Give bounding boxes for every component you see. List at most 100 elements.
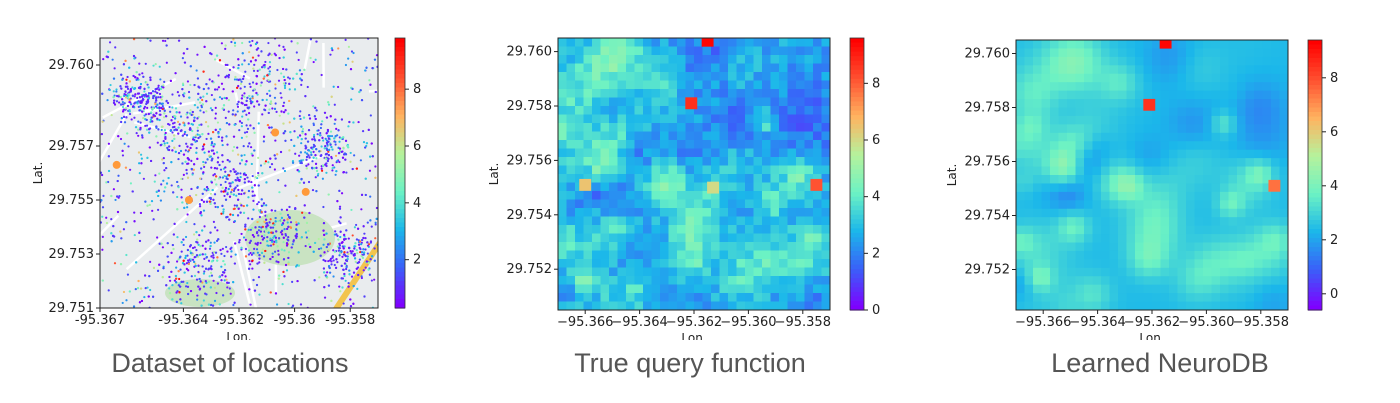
location-point	[209, 202, 212, 206]
heatmap-cell	[1160, 99, 1170, 108]
heatmap-cell	[821, 106, 830, 115]
heatmap-cell	[1050, 56, 1059, 66]
heatmap-cell	[617, 276, 627, 285]
location-point	[231, 113, 234, 116]
location-point	[258, 209, 261, 212]
location-point	[279, 212, 282, 215]
heatmap-cell	[575, 242, 584, 251]
location-point	[200, 198, 203, 202]
colorbar-swatch	[395, 141, 405, 147]
heatmap-cell	[779, 208, 788, 217]
heatmap-cell	[626, 131, 635, 141]
heatmap-cell	[1024, 149, 1034, 159]
location-point	[220, 42, 223, 45]
heatmap-cell	[1135, 132, 1144, 142]
location-point	[318, 134, 322, 137]
location-point	[269, 226, 272, 229]
heatmap-cell	[1118, 65, 1127, 75]
colorbar-swatch	[850, 187, 864, 193]
location-point	[363, 251, 366, 254]
heatmap-cell	[1279, 149, 1288, 159]
location-point	[261, 172, 264, 175]
heatmap-cell	[1279, 65, 1288, 75]
location-point	[281, 67, 285, 71]
location-point	[216, 121, 220, 124]
location-point	[277, 79, 281, 82]
location-point	[117, 135, 120, 138]
location-point	[196, 157, 199, 160]
heatmap-cell	[736, 165, 746, 175]
x-tick: −95.364	[611, 310, 668, 330]
location-point	[136, 100, 139, 103]
heatmap-cell	[1024, 175, 1034, 184]
heatmap-cell	[804, 89, 814, 98]
location-point	[173, 117, 177, 120]
heatmap-cell	[804, 157, 814, 166]
colorbar-swatch	[850, 74, 864, 80]
heatmap-cell	[787, 63, 797, 73]
heatmap-cell	[1228, 166, 1238, 176]
heatmap-cell	[609, 46, 618, 56]
heatmap-cell	[694, 208, 703, 217]
heatmap-cell	[694, 250, 703, 260]
location-point	[287, 239, 290, 242]
heatmap-cell	[770, 97, 780, 107]
location-point	[221, 274, 224, 277]
heatmap-cell	[558, 182, 567, 192]
location-point	[251, 233, 254, 237]
location-point	[128, 80, 131, 83]
heatmap-cell	[1186, 115, 1195, 125]
location-point	[145, 95, 148, 98]
location-point	[299, 117, 302, 121]
location-point	[324, 153, 328, 156]
heatmap-cell	[651, 267, 661, 277]
location-point	[127, 93, 130, 96]
colorbar-swatch	[850, 246, 864, 252]
heatmap-cell	[1262, 107, 1272, 117]
location-point	[117, 95, 120, 98]
heatmap-cell	[1050, 132, 1059, 142]
y-tick-label: 29.751	[49, 301, 95, 316]
location-point	[290, 40, 293, 43]
heatmap-cell	[1245, 132, 1255, 142]
location-point	[308, 113, 311, 117]
location-point	[308, 156, 311, 159]
colorbar-swatch	[850, 78, 864, 84]
heatmap-cell	[736, 97, 746, 107]
colorbar-swatch	[395, 290, 405, 296]
heatmap-cell	[685, 165, 695, 175]
location-point	[158, 65, 161, 68]
heatmap-cell	[685, 148, 695, 158]
heatmap-cell	[753, 208, 763, 217]
location-point	[333, 103, 336, 106]
heatmap-cell	[592, 55, 601, 64]
location-point	[323, 147, 326, 150]
heatmap-cell	[626, 106, 635, 115]
heatmap-cell	[1186, 65, 1195, 75]
heatmap-cell	[711, 38, 720, 47]
heatmap-cell	[787, 114, 797, 124]
heatmap-cell	[719, 259, 729, 268]
location-point	[201, 98, 204, 102]
location-point	[128, 98, 131, 101]
heatmap-cell	[711, 267, 720, 277]
heatmap-cell	[677, 301, 686, 310]
colorbar-swatch	[395, 69, 405, 75]
heatmap-cell	[711, 199, 720, 209]
heatmap-cell	[1262, 132, 1272, 142]
heatmap-cell	[1228, 65, 1238, 75]
location-point	[156, 117, 159, 120]
location-point	[246, 96, 249, 99]
location-point	[241, 110, 245, 113]
location-point	[146, 156, 149, 159]
location-point	[320, 145, 323, 148]
heatmap-cell	[702, 276, 712, 285]
heatmap-cell	[796, 165, 805, 175]
colorbar-swatch	[850, 96, 864, 103]
location-point	[295, 51, 298, 54]
location-point	[252, 278, 255, 282]
location-point	[110, 194, 113, 198]
heatmap-cell	[1033, 107, 1042, 117]
location-point	[150, 111, 153, 114]
heatmap-cell	[1245, 175, 1255, 184]
